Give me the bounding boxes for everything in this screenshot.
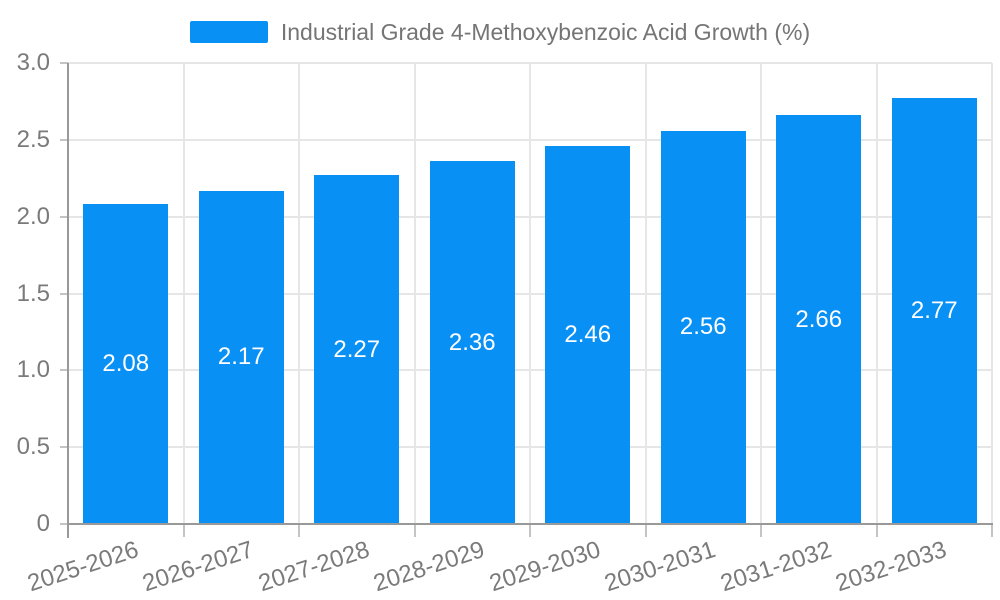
bar-value-label: 2.46 [564,320,612,348]
x-gridline [529,63,531,524]
bar-value-label: 2.27 [333,335,381,363]
x-axis-category-label: 2031-2032 [717,536,835,598]
bar-value-label: 2.66 [795,305,843,333]
bar[interactable] [891,98,977,524]
x-gridline [760,63,762,524]
x-axis-tick [875,524,878,537]
x-axis-tick [413,524,416,537]
y-axis-tick [60,62,68,64]
x-gridline [644,63,647,524]
y-axis-tick [60,523,68,525]
y-axis-tick [60,369,68,372]
x-gridline [182,63,185,524]
x-axis-category-label: 2032-2033 [832,536,951,598]
bar-value-label: 2.36 [448,328,496,356]
x-axis-tick [644,524,647,537]
y-axis-tick-label: 1.5 [16,279,50,307]
x-axis-line [67,523,993,525]
y-axis-tick-label: 0.5 [16,433,50,461]
y-axis-tick-label: 2.5 [16,125,50,153]
y-axis-tick [60,446,68,449]
bar[interactable] [660,130,746,524]
bar[interactable] [429,161,515,524]
x-axis-category-label: 2029-2030 [486,536,604,598]
y-axis-tick [60,138,68,141]
bar-value-label: 2.08 [102,350,150,378]
bar[interactable] [83,204,169,524]
y-axis-tick-label: 3.0 [16,49,50,76]
bar[interactable] [314,175,400,524]
y-axis-tick-label: 1.0 [16,356,50,384]
bar-value-label: 2.77 [910,297,958,325]
x-axis-category-label: 2028-2029 [370,536,489,598]
x-gridline [298,63,300,524]
x-axis-category-label: 2030-2031 [601,536,720,598]
x-gridline [413,63,416,524]
legend-label: Industrial Grade 4-Methoxybenzoic Acid G… [280,19,811,45]
y-axis-tick-label: 2.0 [16,202,50,230]
bar[interactable] [198,190,284,524]
bar-value-label: 2.56 [679,313,727,341]
legend-swatch-icon [189,21,268,43]
legend-item[interactable]: Industrial Grade 4-Methoxybenzoic Acid G… [0,16,1000,48]
y-axis-line [67,63,69,538]
x-axis-tick [991,524,993,537]
x-axis-category-label: 2025-2026 [24,536,142,598]
bar[interactable] [545,145,631,524]
x-gridline [875,63,878,524]
x-axis-tick [298,524,300,537]
y-axis-tick [60,215,68,218]
x-axis-tick [182,524,185,537]
y-axis-tick [60,292,68,295]
bar-value-label: 2.17 [217,343,265,371]
bar[interactable] [776,115,862,524]
x-axis-tick [529,524,531,537]
x-gridline [991,63,993,524]
y-axis-tick-label: 0 [36,510,50,537]
x-axis-category-label: 2027-2028 [255,536,373,598]
x-axis-tick [760,524,762,537]
x-axis-category-label: 2026-2027 [139,536,258,598]
